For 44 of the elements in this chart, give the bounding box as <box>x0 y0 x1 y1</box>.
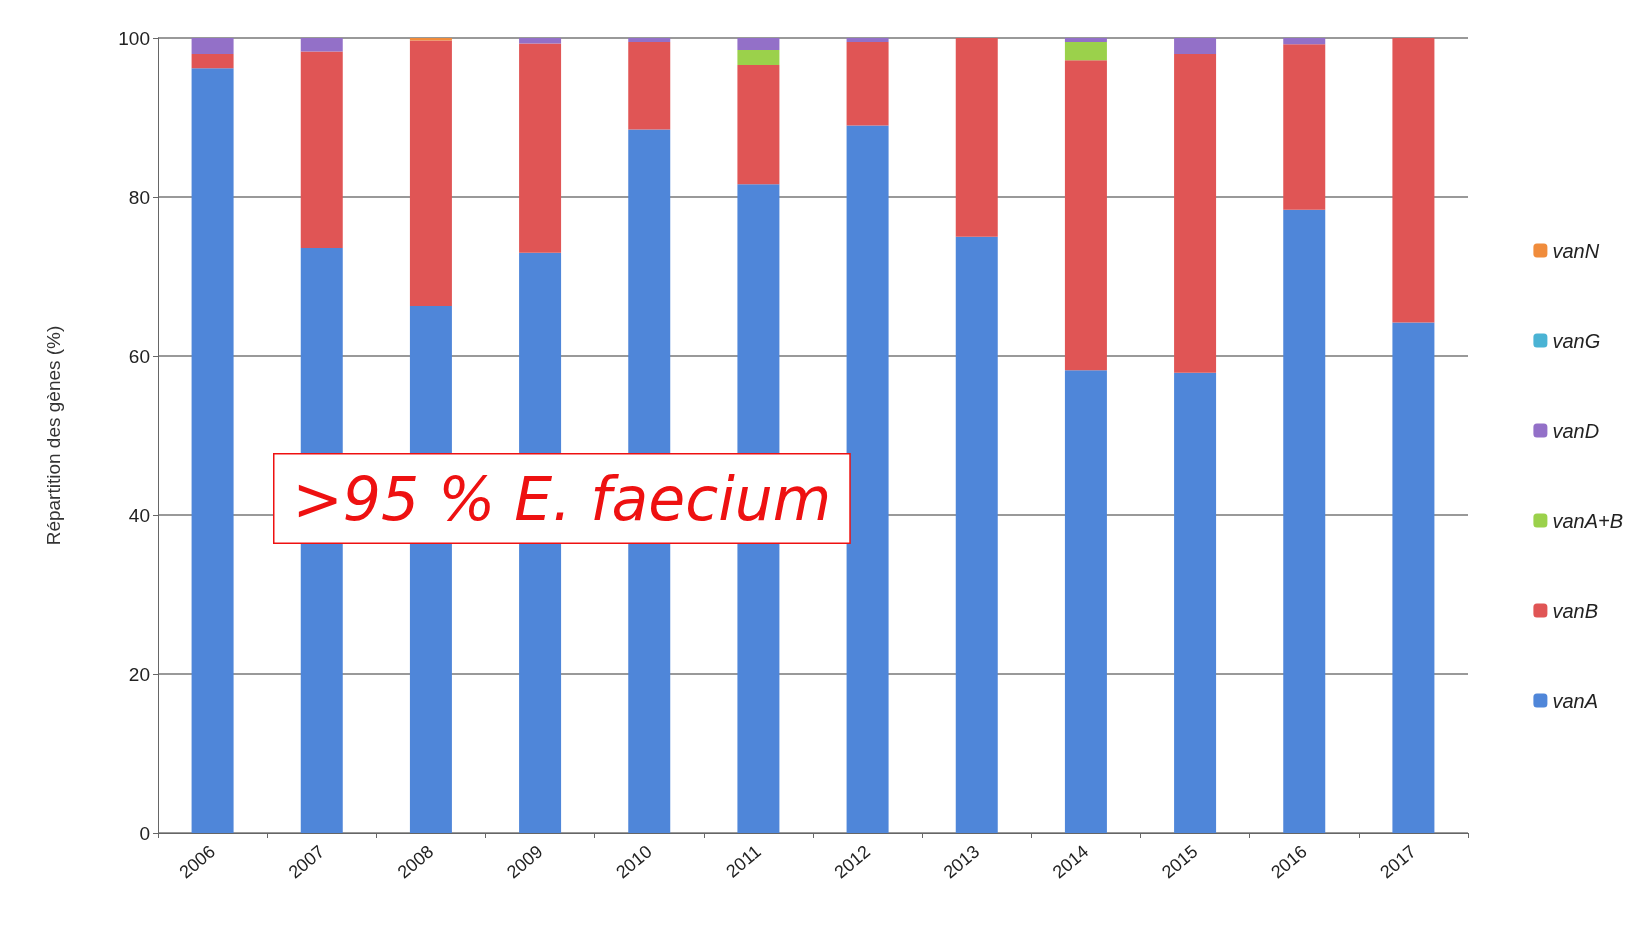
bar <box>300 51 343 248</box>
legend-label: vanA <box>1552 689 1598 712</box>
bar <box>955 38 998 237</box>
legend-label: vanA+B <box>1552 509 1623 532</box>
bar <box>300 38 343 52</box>
legend-label: vanG <box>1552 329 1601 352</box>
bar <box>519 38 562 44</box>
bar <box>1174 372 1217 833</box>
bar <box>1064 41 1107 61</box>
bar <box>846 38 889 42</box>
bar <box>1064 370 1107 833</box>
bar <box>1064 38 1107 42</box>
bar <box>409 40 452 306</box>
y-tick-label: 0 <box>139 822 150 844</box>
bar <box>1392 322 1435 833</box>
y-tick-label: 100 <box>118 27 150 49</box>
legend-label: vanN <box>1552 239 1600 262</box>
bar <box>1174 38 1217 54</box>
y-tick-label: 40 <box>128 504 150 526</box>
bar <box>628 38 671 42</box>
bar <box>846 125 889 833</box>
bar <box>1283 44 1326 210</box>
bar <box>737 65 780 185</box>
bar <box>1283 38 1326 45</box>
bar <box>1392 38 1435 323</box>
bar <box>1174 53 1217 373</box>
legend-label: vanB <box>1552 599 1598 622</box>
bar <box>191 68 234 833</box>
y-tick-label: 60 <box>128 345 150 367</box>
y-tick-label: 80 <box>128 186 150 208</box>
annotation: >95 % E. faecium <box>292 463 832 534</box>
bar <box>628 41 671 130</box>
bar <box>191 53 234 69</box>
bar <box>955 236 998 833</box>
bar <box>846 41 889 126</box>
legend-label: vanD <box>1552 419 1600 442</box>
bar <box>519 43 562 253</box>
bar <box>1283 209 1326 833</box>
bar <box>1064 60 1107 371</box>
y-tick-label: 20 <box>128 663 150 685</box>
bar <box>737 38 780 50</box>
bar <box>737 49 780 66</box>
bar <box>191 38 234 54</box>
y-axis-title: Répartition des gènes (%) <box>43 325 64 546</box>
